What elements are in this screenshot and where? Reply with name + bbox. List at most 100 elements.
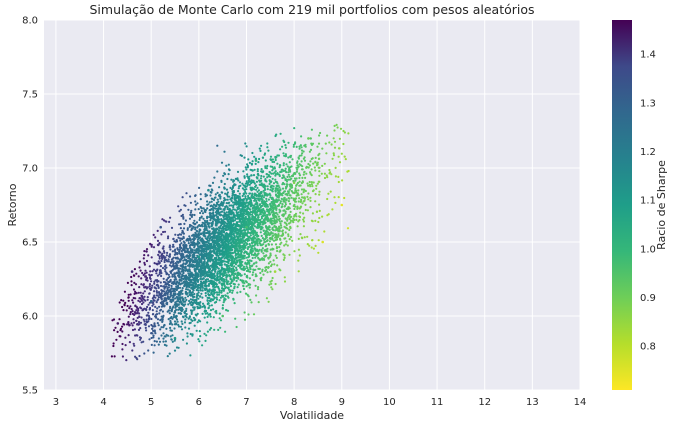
- scatter-point: [152, 233, 155, 236]
- scatter-point: [212, 260, 215, 263]
- scatter-point: [253, 168, 256, 171]
- scatter-point: [201, 237, 204, 240]
- scatter-point: [346, 227, 350, 230]
- scatter-point: [278, 225, 281, 228]
- scatter-point: [143, 290, 146, 293]
- scatter-point: [223, 272, 226, 275]
- scatter-point: [123, 303, 126, 306]
- scatter-point: [269, 181, 272, 184]
- scatter-point: [203, 223, 206, 226]
- scatter-point: [193, 306, 196, 309]
- scatter-point: [249, 218, 252, 221]
- scatter-point: [266, 213, 269, 216]
- scatter-point: [144, 275, 147, 278]
- scatter-point: [274, 236, 277, 239]
- scatter-point: [248, 180, 251, 183]
- scatter-point: [270, 282, 273, 285]
- scatter-point: [194, 203, 197, 206]
- scatter-point: [254, 206, 258, 209]
- scatter-point: [216, 293, 219, 296]
- scatter-point: [238, 202, 242, 205]
- scatter-point: [261, 156, 265, 159]
- scatter-point: [138, 266, 141, 269]
- scatter-point: [284, 203, 287, 206]
- scatter-point: [318, 203, 321, 206]
- scatter-point: [244, 292, 248, 295]
- scatter-point: [211, 224, 214, 227]
- scatter-point: [170, 338, 173, 341]
- scatter-point: [299, 206, 302, 209]
- scatter-point: [162, 230, 165, 234]
- scatter-point: [150, 336, 153, 340]
- scatter-point: [263, 212, 266, 215]
- scatter-point: [177, 205, 180, 208]
- scatter-point: [256, 288, 260, 291]
- scatter-point: [225, 309, 228, 312]
- scatter-point: [246, 259, 249, 262]
- scatter-point: [209, 252, 212, 255]
- scatter-point: [192, 235, 196, 239]
- scatter-point: [228, 245, 231, 248]
- scatter-point: [203, 265, 207, 269]
- scatter-point: [256, 190, 259, 193]
- scatter-point: [314, 229, 317, 232]
- scatter-point: [285, 198, 288, 201]
- scatter-point: [152, 336, 155, 339]
- scatter-point: [301, 176, 304, 179]
- scatter-point: [238, 224, 241, 227]
- scatter-point: [277, 199, 280, 202]
- scatter-point: [131, 310, 134, 313]
- scatter-point: [247, 313, 250, 316]
- scatter-point: [156, 263, 159, 266]
- scatter-point: [145, 277, 148, 280]
- scatter-point: [236, 276, 240, 279]
- scatter-point: [227, 173, 230, 176]
- scatter-point: [259, 244, 262, 247]
- scatter-point: [252, 231, 255, 234]
- scatter-point: [249, 205, 252, 208]
- scatter-point: [305, 172, 308, 175]
- scatter-point: [310, 142, 313, 145]
- scatter-point: [181, 292, 184, 295]
- scatter-point: [156, 274, 159, 277]
- scatter-point: [162, 337, 165, 340]
- scatter-point: [204, 292, 207, 295]
- scatter-point: [161, 218, 164, 221]
- scatter-points: [110, 123, 350, 362]
- scatter-point: [162, 250, 166, 253]
- scatter-point: [302, 212, 305, 215]
- scatter-point: [244, 262, 247, 265]
- scatter-point: [318, 180, 321, 183]
- scatter-point: [282, 209, 285, 212]
- scatter-point: [265, 197, 268, 200]
- scatter-point: [155, 301, 158, 304]
- scatter-point: [268, 170, 271, 174]
- scatter-point: [228, 290, 231, 294]
- scatter-point: [190, 214, 193, 217]
- scatter-point: [236, 253, 240, 256]
- scatter-point: [127, 315, 130, 318]
- scatter-point: [256, 186, 259, 189]
- scatter-point: [216, 291, 219, 294]
- scatter-point: [239, 278, 242, 282]
- scatter-point: [296, 193, 299, 196]
- scatter-point: [155, 269, 158, 272]
- scatter-point: [258, 242, 261, 245]
- scatter-point: [285, 223, 288, 227]
- scatter-point: [164, 292, 167, 295]
- scatter-point: [229, 285, 232, 288]
- scatter-point: [207, 271, 210, 274]
- scatter-point: [232, 201, 235, 204]
- scatter-point: [260, 168, 263, 171]
- scatter-point: [242, 223, 246, 226]
- scatter-point: [216, 170, 219, 173]
- scatter-point: [239, 274, 242, 277]
- scatter-point: [301, 152, 304, 155]
- scatter-point: [144, 299, 147, 302]
- scatter-point: [212, 243, 215, 246]
- scatter-point: [207, 256, 210, 260]
- scatter-point: [260, 170, 263, 173]
- scatter-point: [272, 182, 276, 185]
- scatter-point: [200, 215, 203, 218]
- scatter-point: [258, 248, 261, 251]
